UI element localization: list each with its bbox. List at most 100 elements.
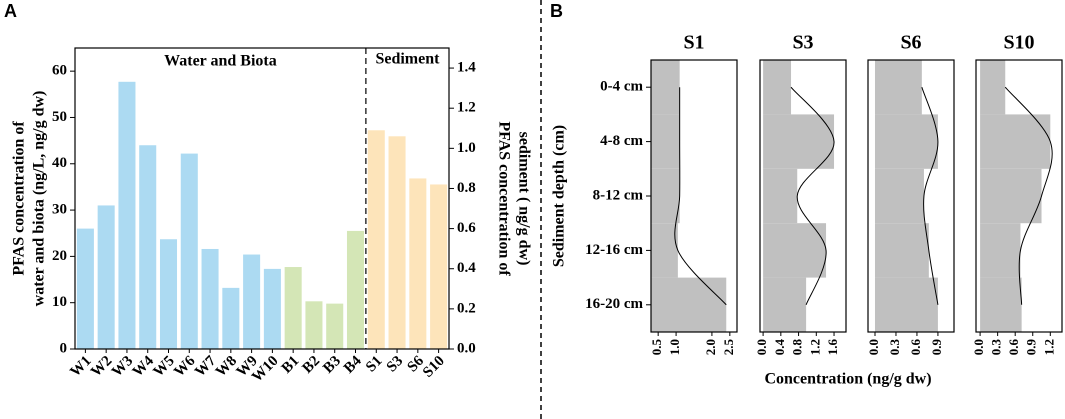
y2-axis-label: PFAS concentration of (495, 121, 512, 276)
panel-frame (759, 59, 847, 333)
y-tick-label: 0 (60, 340, 68, 356)
y2-tick-label: 0.4 (457, 260, 476, 276)
bar (409, 178, 427, 349)
y2-tick-label: 1.4 (457, 60, 476, 76)
x-tick-label: 0.8 (790, 339, 805, 356)
bar (243, 254, 261, 349)
y-axis-label: Sediment depth (cm) (551, 125, 568, 267)
panel-title: S3 (792, 32, 813, 54)
panel-label: B (550, 1, 563, 21)
depth-bar (763, 168, 798, 224)
bar (139, 145, 157, 349)
y2-axis-label: sediment ( ng/g dw) (515, 132, 532, 266)
x-tick-label: 0.0 (866, 339, 881, 355)
y-axis-label: PFAS concentration of (11, 121, 28, 276)
bar (284, 267, 302, 349)
depth-bar (980, 168, 1042, 224)
depth-bar (874, 277, 938, 332)
y2-tick-label: 1.2 (457, 100, 476, 116)
bar (388, 136, 406, 349)
trend-curve (1004, 86, 1053, 305)
x-tick-label: S10 (420, 353, 448, 381)
y-tick-label: 8-12 cm (593, 187, 644, 203)
y-tick-label: 30 (52, 202, 67, 218)
depth-bar (763, 114, 835, 169)
y2-tick-label: 0.0 (457, 340, 476, 356)
y-tick-label: 50 (52, 109, 67, 125)
x-tick-label: B4 (341, 353, 365, 377)
depth-bar (874, 114, 938, 169)
depth-bar (651, 223, 678, 278)
group-label: Water and Biota (164, 53, 277, 70)
x-tick-label: 0.5 (649, 339, 664, 356)
x-tick-label: 0.3 (989, 339, 1004, 356)
x-tick-label: 0.4 (772, 339, 787, 356)
y-tick-label: 12-16 cm (585, 242, 643, 258)
x-tick-label: 2.5 (721, 339, 736, 356)
bar (118, 81, 136, 349)
panel-title: S1 (683, 32, 704, 54)
y-tick-label: 0-4 cm (600, 79, 643, 95)
x-tick-label: 0.6 (1006, 339, 1021, 356)
x-tick-label: 0.6 (908, 339, 923, 356)
bar (159, 239, 178, 349)
depth-bar (874, 60, 922, 115)
bar (76, 228, 94, 349)
y-axis-label: water and biota (ng/L, ng/g dw) (31, 91, 48, 307)
y-tick-label: 40 (52, 155, 67, 171)
plot-frame (74, 47, 450, 350)
y-tick-label: 10 (52, 294, 67, 310)
bar (180, 153, 198, 349)
x-tick-label: S3 (384, 353, 407, 376)
x-tick-label: 0.3 (887, 339, 902, 356)
bar (367, 130, 385, 349)
bar (97, 205, 115, 349)
panel-label: A (4, 1, 17, 21)
x-tick-label: 1.2 (807, 339, 822, 355)
depth-bar (980, 114, 1051, 169)
y-tick-label: 60 (52, 63, 67, 79)
panel-title: S6 (900, 32, 921, 54)
y2-tick-label: 0.2 (457, 300, 476, 316)
group-label: Sediment (375, 51, 440, 68)
x-tick-label: 0.0 (971, 339, 986, 355)
bar (430, 184, 448, 349)
depth-bar (980, 60, 1006, 115)
y2-tick-label: 0.8 (457, 180, 476, 196)
depth-bar (651, 114, 680, 169)
depth-bar (874, 168, 924, 224)
bar (326, 303, 344, 349)
depth-bar (651, 277, 727, 332)
bar (263, 268, 281, 349)
bar (201, 248, 219, 349)
panel-frame (867, 59, 955, 333)
x-axis-label: Concentration (ng/g dw) (764, 371, 931, 388)
y-tick-label: 16-20 cm (585, 296, 643, 312)
depth-bar (874, 223, 929, 278)
trend-curve (921, 87, 939, 305)
x-tick-label: 0.9 (1024, 339, 1039, 356)
bar (305, 301, 323, 349)
depth-bar (763, 223, 827, 278)
panel-title: S10 (1003, 32, 1034, 54)
depth-bar (763, 277, 807, 332)
x-tick-label: 0.9 (929, 339, 944, 356)
y2-tick-label: 0.6 (457, 220, 476, 236)
y-tick-label: 20 (52, 248, 67, 264)
x-tick-label: 1.6 (825, 339, 840, 356)
depth-bar (980, 277, 1022, 332)
x-tick-label: 2.0 (703, 339, 718, 355)
trend-curve (790, 86, 835, 305)
depth-bar (651, 168, 680, 224)
bar (346, 230, 365, 349)
panel-frame (975, 59, 1063, 333)
x-tick-label: 0.0 (754, 339, 769, 355)
y2-tick-label: 1.0 (457, 140, 476, 156)
depth-bar (763, 60, 792, 115)
bar (222, 287, 240, 349)
x-tick-label: 1.2 (1041, 339, 1056, 355)
y-tick-label: 4-8 cm (600, 133, 643, 149)
depth-bar (980, 223, 1021, 278)
x-tick-label: S1 (363, 353, 386, 376)
